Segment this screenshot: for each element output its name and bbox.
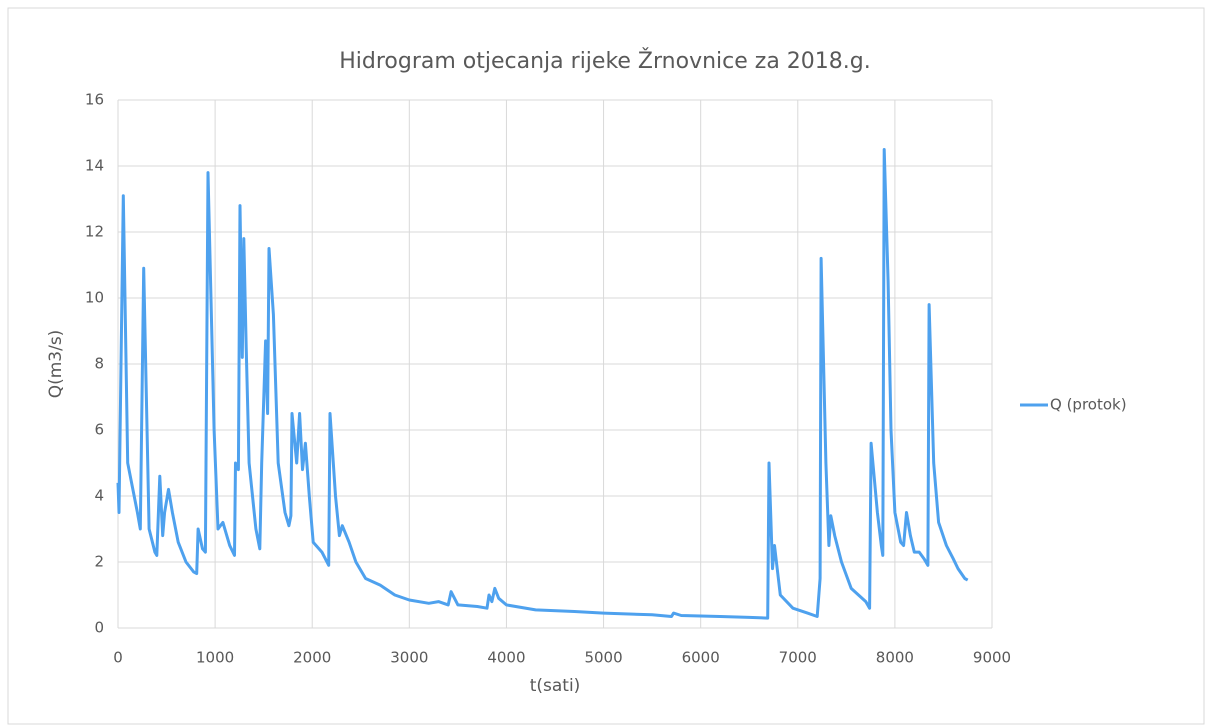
x-tick-label: 5000: [584, 649, 622, 667]
data-line: [116, 148, 969, 620]
y-tick-label: 14: [85, 157, 104, 175]
x-tick-label: 2000: [293, 649, 331, 667]
x-tick-label: 3000: [390, 649, 428, 667]
x-axis-label: t(sati): [530, 676, 581, 696]
y-tick-label: 10: [85, 289, 104, 307]
y-tick-label: 4: [94, 487, 104, 505]
chart-border: [7, 7, 1205, 725]
x-tick-label: 0: [113, 649, 123, 667]
y-tick-label: 12: [85, 223, 104, 241]
x-tick-label: 9000: [973, 649, 1011, 667]
x-tick-label: 6000: [682, 649, 720, 667]
y-tick-label: 8: [94, 355, 104, 373]
y-tick-label: 6: [94, 421, 104, 439]
y-axis-label: Q(m3/s): [46, 330, 66, 399]
legend-label: Q (protok): [1050, 396, 1127, 414]
x-tick-label: 8000: [876, 649, 914, 667]
y-tick-label: 2: [94, 553, 104, 571]
y-tick-label: 0: [94, 619, 104, 637]
x-tick-label: 7000: [779, 649, 817, 667]
x-tick-label: 4000: [487, 649, 525, 667]
y-tick-label: 16: [85, 91, 104, 109]
chart-title: Hidrogram otjecanja rijeke Žrnovnice za …: [339, 48, 870, 74]
x-tick-label: 1000: [196, 649, 234, 667]
